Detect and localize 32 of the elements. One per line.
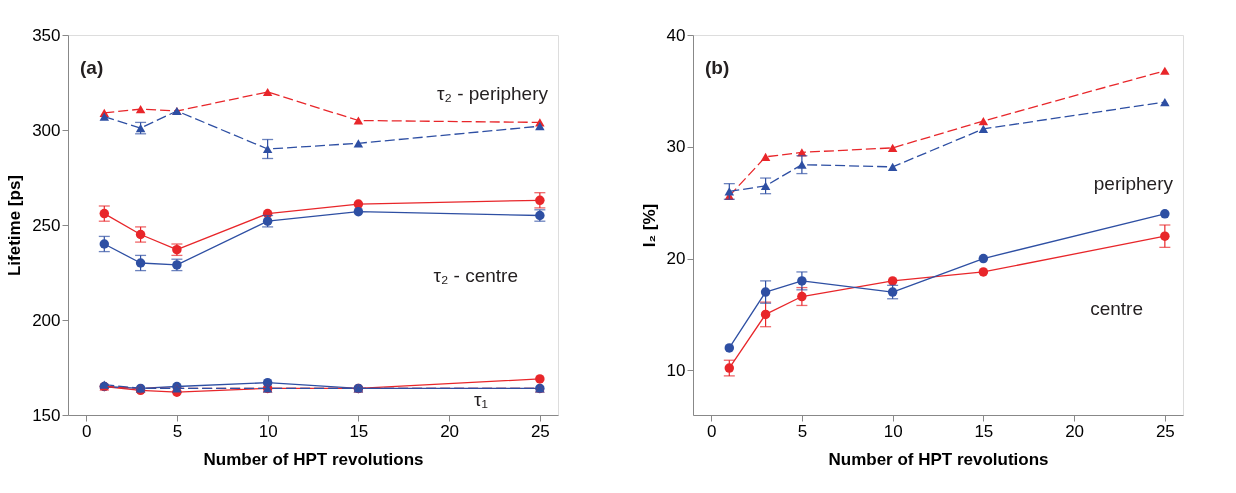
annotation: (a) <box>80 57 104 78</box>
annotation: centre <box>1090 298 1143 319</box>
y-axis-title: I₂ [%] <box>639 203 659 248</box>
x-tick-label: 20 <box>1065 421 1085 441</box>
y-tick-label: 150 <box>32 405 61 425</box>
annotation: (b) <box>705 57 730 78</box>
x-axis-title: Number of HPT revolutions <box>828 449 1049 469</box>
x-tick-label: 0 <box>81 421 92 441</box>
annotation: periphery <box>1093 173 1174 194</box>
y-tick-label: 300 <box>32 120 61 140</box>
y-tick-label: 10 <box>666 360 686 380</box>
y-tick-label: 350 <box>32 25 61 45</box>
x-tick-label: 5 <box>172 421 183 441</box>
y-tick-label: 250 <box>32 215 61 235</box>
x-tick-label: 5 <box>797 421 808 441</box>
x-tick-label: 20 <box>440 421 460 441</box>
x-axis-title: Number of HPT revolutions <box>203 449 424 469</box>
x-tick-label: 25 <box>1155 421 1175 441</box>
annotation: τ₁ <box>474 389 488 410</box>
y-axis-title: Lifetime [ps] <box>5 174 25 277</box>
x-tick-label: 0 <box>706 421 717 441</box>
y-tick-label: 30 <box>666 137 686 157</box>
x-tick-label: 15 <box>349 421 369 441</box>
x-tick-label: 10 <box>883 421 903 441</box>
y-tick-label: 200 <box>32 310 61 330</box>
annotation: τ₂ - centre <box>433 265 518 286</box>
x-tick-label: 25 <box>530 421 550 441</box>
y-tick-label: 40 <box>666 25 686 45</box>
x-tick-label: 15 <box>974 421 994 441</box>
x-tick-label: 10 <box>258 421 278 441</box>
y-tick-label: 20 <box>666 249 686 269</box>
annotation: τ₂ - periphery <box>437 83 549 104</box>
